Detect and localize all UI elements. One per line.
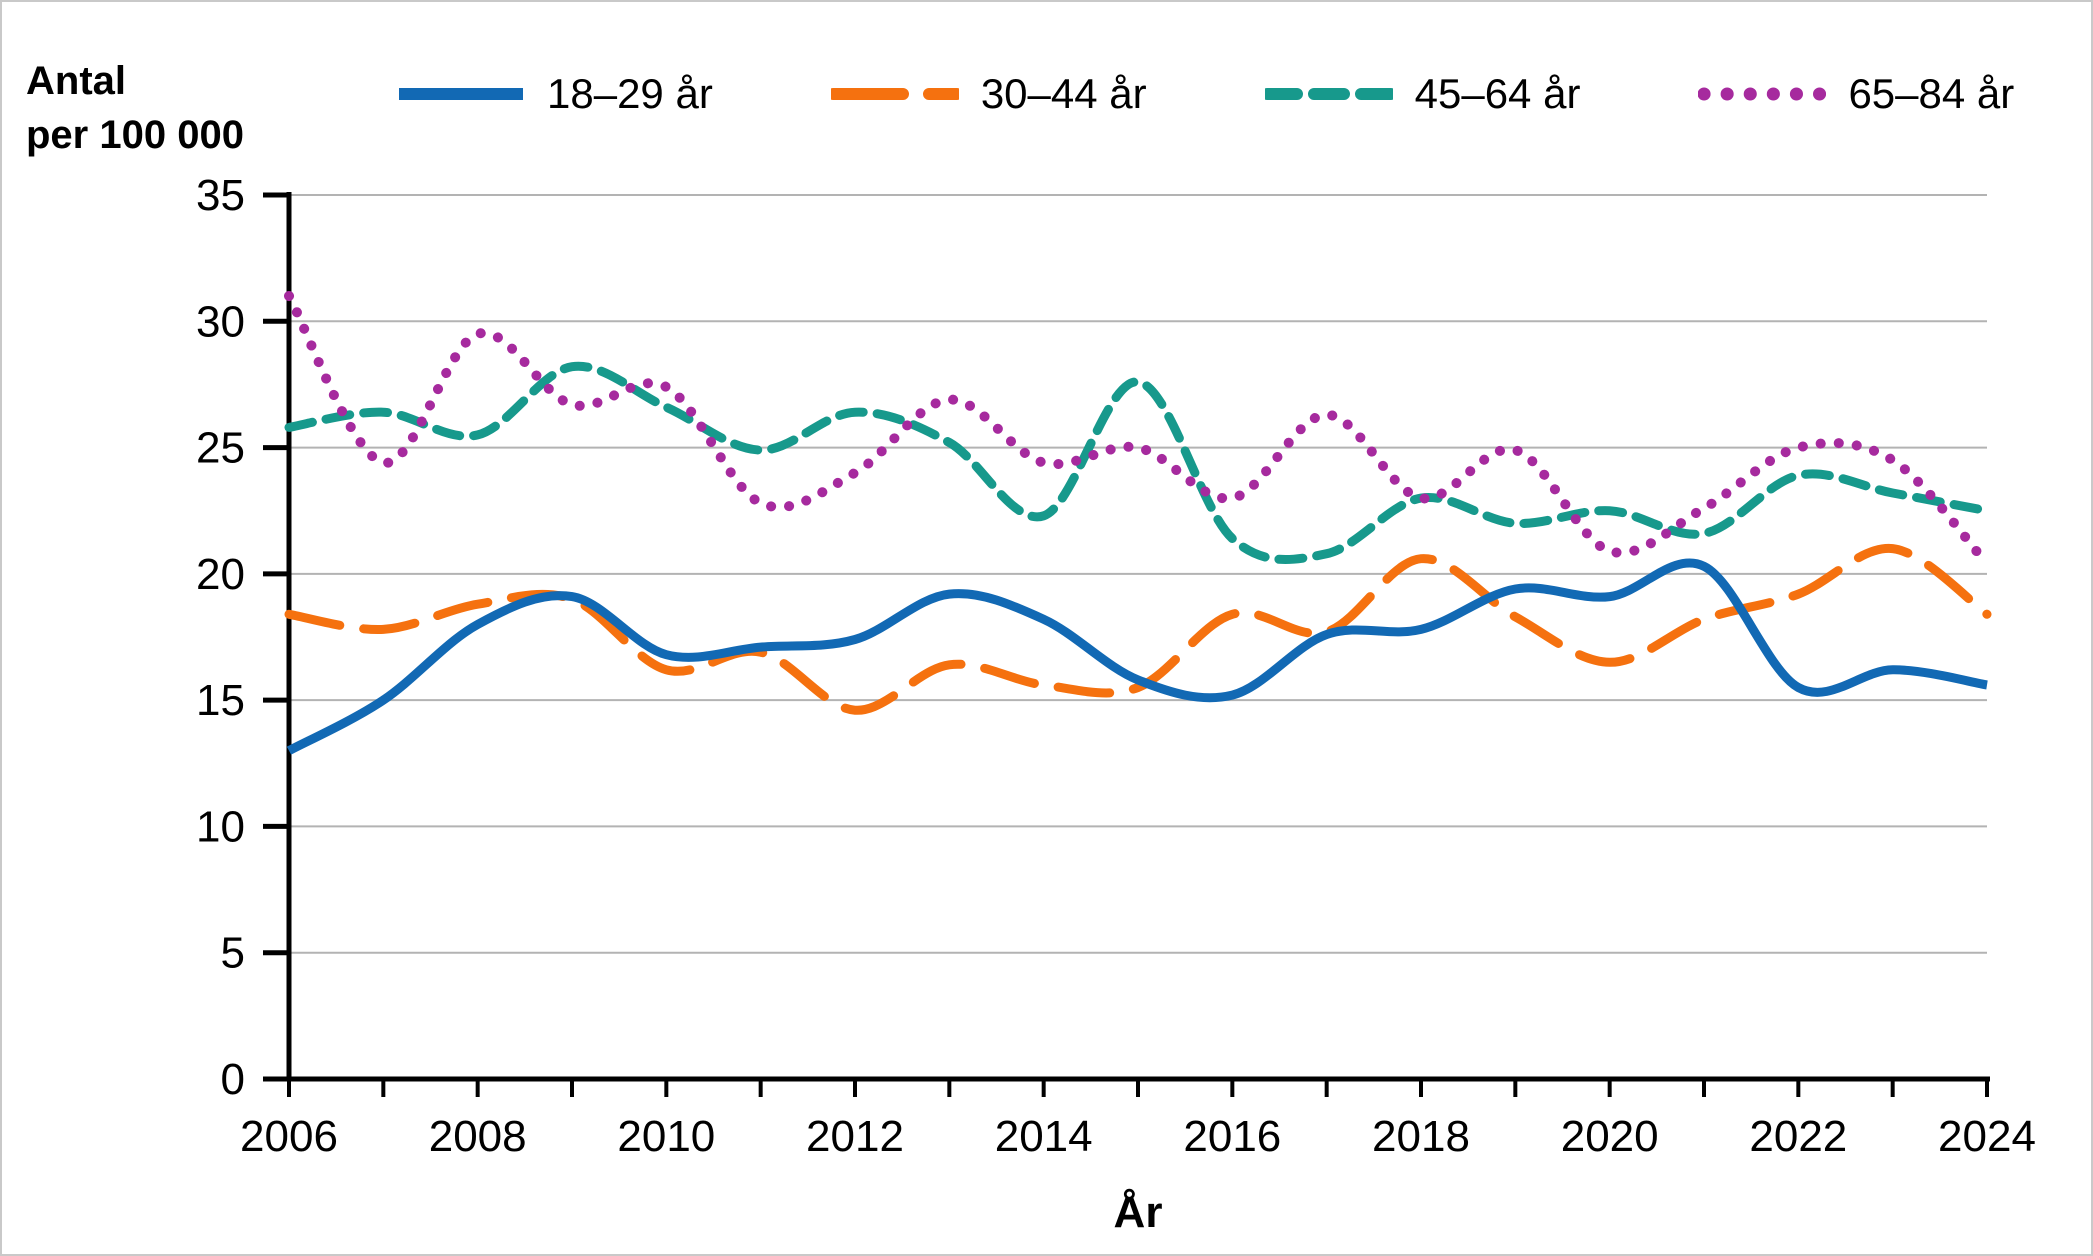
legend-swatch-icon — [399, 88, 523, 100]
y-axis-unit-line1: Antal — [26, 59, 126, 103]
x-tick-label: 2012 — [806, 1112, 904, 1161]
legend-swatch-icon — [1698, 87, 1827, 101]
x-tick-label: 2008 — [429, 1112, 527, 1161]
legend-item-18-29-: 18–29 år — [397, 70, 713, 118]
y-tick-label: 20 — [196, 550, 245, 599]
legend-label: 30–44 år — [980, 70, 1147, 117]
series-line-45-64- — [284, 361, 1992, 565]
y-tick-label: 30 — [196, 297, 245, 346]
legend-item-30-44-: 30–44 år — [830, 70, 1147, 118]
x-tick-label: 2020 — [1561, 1112, 1659, 1161]
legend-item-65-84-: 65–84 år — [1698, 70, 2014, 118]
y-tick-label: 5 — [221, 929, 245, 978]
y-tick-label: 25 — [196, 424, 245, 473]
x-tick-label: 2010 — [617, 1112, 715, 1161]
legend-label: 45–64 år — [1414, 70, 1581, 117]
x-tick-label: 2024 — [1938, 1112, 2036, 1161]
x-tick-label: 2018 — [1372, 1112, 1470, 1161]
y-axis-unit-line2: per 100 000 — [26, 113, 244, 157]
x-axis-title: År — [1113, 1188, 1163, 1237]
series-line-18-29- — [286, 558, 1988, 755]
y-tick-label: 0 — [221, 1055, 245, 1104]
y-tick-label: 35 — [196, 171, 245, 220]
y-tick-label: 15 — [196, 676, 245, 725]
legend-item-45-64-: 45–64 år — [1264, 70, 1581, 118]
legend-swatch-icon — [830, 88, 959, 100]
x-tick-label: 2006 — [240, 1112, 338, 1161]
x-tick-label: 2014 — [995, 1112, 1093, 1161]
y-axis-unit-title: Antal per 100 000 — [26, 54, 244, 162]
legend: 18–29 år 30–44 år 45–64 år 65–84 år — [397, 70, 2014, 118]
legend-label: 65–84 år — [1848, 70, 2015, 117]
x-tick-label: 2016 — [1183, 1112, 1281, 1161]
x-tick-label: 2022 — [1749, 1112, 1847, 1161]
y-tick-label: 10 — [196, 802, 245, 851]
series-line-30-44- — [284, 544, 1992, 715]
series-line-65-84- — [284, 291, 1992, 569]
legend-label: 18–29 år — [547, 70, 713, 117]
legend-swatch-icon — [1264, 88, 1393, 100]
